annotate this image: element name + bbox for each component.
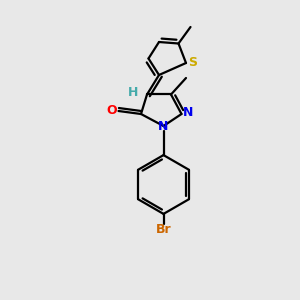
Text: O: O: [106, 104, 117, 118]
Text: S: S: [188, 56, 197, 70]
Text: Br: Br: [156, 223, 171, 236]
Text: H: H: [128, 86, 138, 100]
Text: N: N: [158, 120, 168, 133]
Text: N: N: [183, 106, 193, 119]
